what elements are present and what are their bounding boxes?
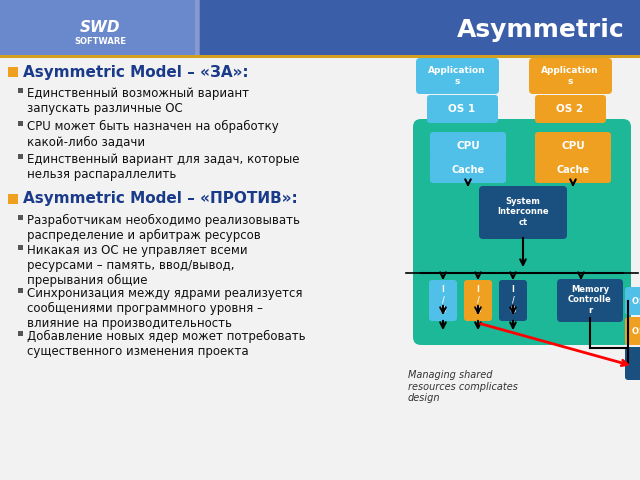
Text: Единственный возможный вариант
запускать различные ОС: Единственный возможный вариант запускать…: [27, 87, 249, 115]
FancyBboxPatch shape: [535, 132, 611, 160]
FancyBboxPatch shape: [479, 186, 567, 239]
FancyBboxPatch shape: [427, 95, 498, 123]
Text: SOFTWARE: SOFTWARE: [74, 37, 126, 47]
Text: OS 1 Memory: OS 1 Memory: [632, 297, 640, 305]
Text: Asymmetric Model – «ЗА»:: Asymmetric Model – «ЗА»:: [23, 64, 248, 80]
FancyBboxPatch shape: [430, 157, 506, 183]
Text: Asymmetric Model – «ПРОТИВ»:: Asymmetric Model – «ПРОТИВ»:: [23, 192, 298, 206]
Bar: [18, 331, 23, 336]
Text: OS 2: OS 2: [556, 104, 584, 114]
Bar: [18, 154, 23, 159]
Text: Добавление новых ядер может потребовать
существенного изменения проекта: Добавление новых ядер может потребовать …: [27, 330, 306, 358]
FancyBboxPatch shape: [499, 280, 527, 321]
Text: Никакая из ОС не управляет всеми
ресурсами – память, ввод/вывод,
прерывания общи: Никакая из ОС не управляет всеми ресурса…: [27, 244, 248, 287]
Text: Application
s: Application s: [428, 66, 486, 86]
Bar: [18, 288, 23, 293]
FancyBboxPatch shape: [535, 157, 611, 183]
FancyBboxPatch shape: [429, 280, 457, 321]
FancyBboxPatch shape: [413, 119, 631, 345]
Text: CPU может быть назначен на обработку
какой-либо задачи: CPU может быть назначен на обработку как…: [27, 120, 279, 148]
FancyBboxPatch shape: [625, 317, 640, 345]
Text: Разработчикам необходимо реализовывать
распределение и арбитраж ресурсов: Разработчикам необходимо реализовывать р…: [27, 214, 300, 242]
Text: OS 2 Memory: OS 2 Memory: [632, 326, 640, 336]
Bar: [18, 88, 23, 93]
FancyBboxPatch shape: [430, 132, 506, 160]
Text: I
/
O: I / O: [475, 285, 481, 315]
FancyBboxPatch shape: [529, 58, 612, 94]
FancyBboxPatch shape: [535, 95, 606, 123]
FancyBboxPatch shape: [625, 287, 640, 315]
Text: SWD: SWD: [80, 20, 120, 35]
Text: Синхронизация между ядрами реализуется
сообщениями программного уровня –
влияние: Синхронизация между ядрами реализуется с…: [27, 287, 303, 330]
FancyBboxPatch shape: [416, 58, 499, 94]
Bar: [18, 121, 23, 126]
Bar: [18, 245, 23, 250]
Text: CPU: CPU: [456, 141, 480, 151]
Text: Cache: Cache: [451, 165, 484, 175]
Text: Единственный вариант для задач, которые
нельзя распараллелить: Единственный вариант для задач, которые …: [27, 153, 300, 181]
Text: I
/
O: I / O: [440, 285, 446, 315]
Text: Application
s: Application s: [541, 66, 599, 86]
Text: Cache: Cache: [556, 165, 589, 175]
Text: OS 1: OS 1: [449, 104, 476, 114]
Text: CPU: CPU: [561, 141, 585, 151]
Text: Managing shared
resources complicates
design: Managing shared resources complicates de…: [408, 370, 518, 403]
Text: I
/
O: I / O: [509, 285, 516, 315]
Text: Asymmetric: Asymmetric: [457, 18, 625, 42]
Bar: [0, 0, 200, 55]
Bar: [0, 55, 640, 58]
Bar: [195, 0, 199, 55]
FancyBboxPatch shape: [625, 347, 640, 380]
FancyBboxPatch shape: [464, 280, 492, 321]
Text: Memory
Controlle
r: Memory Controlle r: [568, 285, 612, 315]
Text: System
Interconne
ct: System Interconne ct: [497, 197, 549, 227]
FancyBboxPatch shape: [557, 279, 623, 322]
Bar: [8, 67, 18, 77]
Bar: [8, 194, 18, 204]
Bar: [18, 215, 23, 220]
Bar: [0, 0, 640, 55]
